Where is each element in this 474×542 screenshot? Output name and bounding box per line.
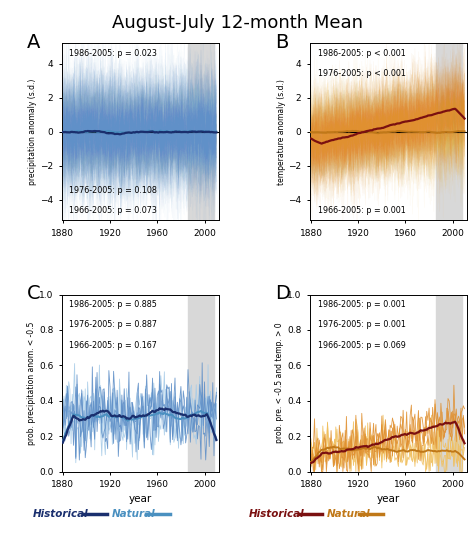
Y-axis label: prob. pre. < -0.5 and temp. > 0: prob. pre. < -0.5 and temp. > 0 [275,322,284,443]
Text: 1976-2005: p = 0.001: 1976-2005: p = 0.001 [318,320,406,329]
Text: B: B [275,33,289,51]
Y-axis label: prob. precipitation anom. < -0.5: prob. precipitation anom. < -0.5 [27,321,36,445]
Text: 1966-2005: p = 0.167: 1966-2005: p = 0.167 [70,340,157,350]
Text: 1986-2005: p = 0.001: 1986-2005: p = 0.001 [318,300,405,309]
Y-axis label: precipitation anomaly (s.d.): precipitation anomaly (s.d.) [28,79,37,185]
X-axis label: year: year [377,494,400,505]
Text: 1976-2005: p = 0.887: 1976-2005: p = 0.887 [70,320,157,329]
Text: Natural: Natural [111,509,155,519]
Text: Historical: Historical [33,509,89,519]
Text: 1986-2005: p = 0.885: 1986-2005: p = 0.885 [70,300,157,309]
Text: 1966-2005: p = 0.069: 1966-2005: p = 0.069 [318,340,406,350]
X-axis label: year: year [128,494,152,505]
Text: 1976-2005: p = 0.108: 1976-2005: p = 0.108 [70,186,157,195]
Text: 1966-2005: p = 0.073: 1966-2005: p = 0.073 [70,206,157,215]
Text: 1976-2005: p < 0.001: 1976-2005: p < 0.001 [318,69,406,78]
Text: C: C [27,284,41,303]
Text: 1986-2005: p < 0.001: 1986-2005: p < 0.001 [318,49,405,57]
Bar [436,43,462,220]
Text: Natural: Natural [327,509,371,519]
Text: Historical: Historical [249,509,304,519]
Text: D: D [275,284,290,303]
Bar [188,43,214,220]
Bar [436,295,462,472]
Bar [188,295,214,472]
Y-axis label: temperature anomaly (s.d.): temperature anomaly (s.d.) [276,79,285,185]
Text: 1966-2005: p = 0.001: 1966-2005: p = 0.001 [318,206,405,215]
Text: 1986-2005: p = 0.023: 1986-2005: p = 0.023 [70,49,157,57]
Text: A: A [27,33,40,51]
Text: August-July 12-month Mean: August-July 12-month Mean [111,14,363,31]
